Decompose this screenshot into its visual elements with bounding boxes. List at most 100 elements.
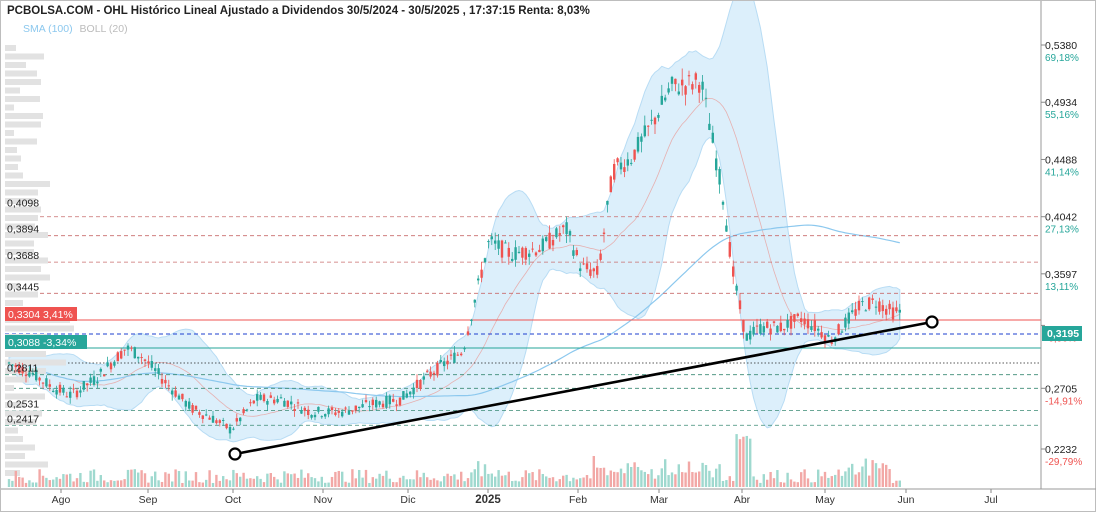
- candle-body: [803, 318, 806, 325]
- candle-body: [446, 360, 449, 365]
- volume-bar: [460, 471, 463, 487]
- volume-bar: [82, 481, 85, 487]
- volume-bar: [796, 482, 799, 487]
- volume-bar: [657, 475, 660, 487]
- candle-body: [857, 300, 861, 311]
- left-level-label: 0,3688: [7, 250, 39, 262]
- candle-body: [358, 406, 361, 409]
- volume-bar: [368, 482, 371, 487]
- volume-bar: [674, 474, 677, 487]
- candle-body: [62, 387, 65, 393]
- candle-body: [711, 132, 714, 143]
- candle-body: [126, 345, 130, 350]
- volume-bar: [273, 476, 276, 487]
- volume-bar: [640, 470, 643, 487]
- volume-bar: [534, 480, 538, 487]
- volume-bar: [96, 480, 99, 487]
- volume-bar: [823, 471, 827, 487]
- volume-bar: [630, 466, 633, 487]
- candle-body: [766, 321, 769, 328]
- candle-body: [517, 251, 521, 253]
- candle-body: [113, 361, 116, 366]
- volume-profile-bar: [5, 45, 16, 51]
- candle-body: [769, 328, 772, 335]
- volume-bar: [619, 468, 623, 487]
- volume-bar: [718, 464, 721, 487]
- volume-bar: [670, 472, 674, 487]
- volume-bar: [755, 479, 759, 487]
- volume-bar: [531, 472, 534, 487]
- candle-body: [497, 240, 500, 249]
- x-tick-label: 2025: [475, 494, 501, 506]
- candle-body: [266, 400, 269, 405]
- candle-body: [844, 317, 847, 328]
- candle-body: [504, 242, 507, 244]
- volume-bar: [572, 477, 575, 487]
- candle-body: [232, 428, 235, 430]
- reference-badges: 0,3304 3,41% 0,3088 -3,34%: [5, 307, 87, 349]
- candle-body: [123, 349, 126, 351]
- volume-bar: [711, 477, 714, 487]
- volume-bar: [793, 481, 796, 487]
- volume-bar: [449, 475, 453, 487]
- volume-bar: [749, 438, 752, 487]
- candle-body: [494, 240, 497, 244]
- volume-bar: [208, 470, 211, 487]
- volume-profile-bar: [5, 240, 34, 247]
- volume-bar: [660, 468, 663, 487]
- volume-profile-bar: [5, 70, 37, 77]
- volume-profile-bar: [5, 427, 18, 434]
- volume-profile-bar: [5, 232, 48, 238]
- candle-body: [276, 398, 279, 403]
- volume-bar: [494, 476, 497, 487]
- volume-bar: [871, 460, 874, 487]
- x-tick-label: Oct: [225, 494, 241, 506]
- volume-bar: [354, 478, 357, 487]
- volume-bar: [562, 475, 565, 487]
- trendline-end-handle[interactable]: [925, 315, 939, 329]
- volume-bar: [653, 478, 657, 487]
- volume-bar: [188, 480, 191, 487]
- y-tick-label: 0,4042: [1045, 212, 1077, 224]
- candle-body: [48, 384, 51, 387]
- volume-profile-bar: [5, 283, 20, 289]
- candle-body: [398, 397, 402, 406]
- candle-body: [664, 97, 667, 101]
- candle-body: [327, 408, 330, 415]
- y-tick-label: 0,2232: [1045, 444, 1077, 456]
- volume-bar: [228, 480, 232, 487]
- volume-bar: [555, 481, 558, 487]
- trendline-segment[interactable]: [234, 320, 933, 456]
- candle-body: [381, 403, 385, 408]
- candle-body: [888, 303, 891, 310]
- candle-body: [11, 364, 14, 366]
- volume-bar: [344, 481, 347, 487]
- x-tick-label: May: [815, 494, 836, 506]
- sma-legend[interactable]: SMA (100): [23, 23, 73, 35]
- candle-body: [626, 159, 629, 166]
- volume-bar: [514, 480, 517, 487]
- volume-bar: [388, 478, 391, 487]
- candle-body: [759, 324, 762, 334]
- volume-profile-bar: [5, 181, 50, 187]
- candle-body: [640, 136, 643, 142]
- volume-bar: [565, 474, 568, 487]
- candle-body: [347, 410, 351, 415]
- volume-profile-bar: [5, 62, 26, 68]
- candle-body: [660, 95, 663, 105]
- candle-body: [150, 361, 153, 368]
- volume-bar: [681, 472, 684, 487]
- volume-profile-bar: [5, 402, 25, 408]
- volume-bar: [361, 477, 364, 487]
- volume-bar: [704, 465, 708, 487]
- candle-body: [154, 368, 157, 371]
- volume-profile-bar: [5, 453, 25, 459]
- trendline-start-handle[interactable]: [228, 447, 242, 461]
- volume-bar: [844, 471, 847, 487]
- volume-bar: [371, 477, 374, 487]
- boll-legend[interactable]: BOLL (20): [79, 23, 128, 35]
- volume-bar: [262, 482, 266, 487]
- trendline[interactable]: [228, 315, 939, 461]
- candle-body: [55, 389, 58, 395]
- candle-body: [228, 426, 232, 434]
